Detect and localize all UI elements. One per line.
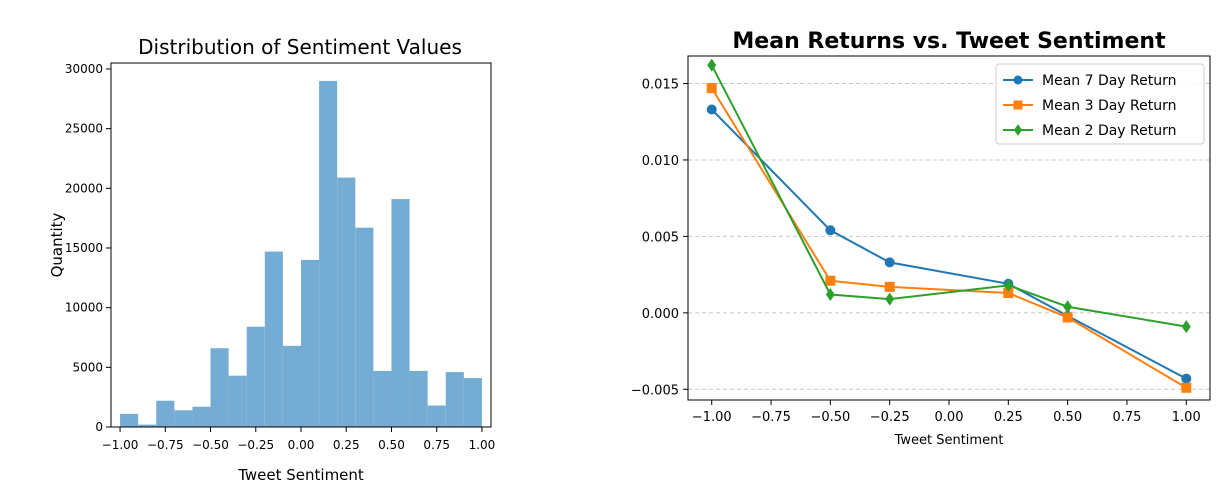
histogram-bar (319, 80, 338, 427)
x-tick-label: 0.00 (935, 410, 964, 425)
line-chart-title: Mean Returns vs. Tweet Sentiment (732, 29, 1166, 54)
data-point-diamond (1181, 320, 1191, 334)
x-tick-label: 0.75 (423, 438, 450, 452)
data-point-diamond (1013, 124, 1023, 136)
y-tick-label: 25000 (65, 122, 103, 136)
histogram-bar (445, 372, 464, 427)
histogram-y-ticks: 0 5000 10000 15000 20000 25000 30000 (65, 62, 111, 434)
data-point-square (884, 281, 895, 292)
x-tick-label: 0.00 (288, 438, 315, 452)
histogram-bar (355, 227, 374, 427)
histogram-bar (246, 326, 265, 427)
line-chart-x-axis-label: Tweet Sentiment (894, 433, 1004, 448)
x-tick-label: 0.75 (1112, 410, 1141, 425)
x-tick-label: −0.25 (237, 438, 274, 452)
y-tick-label: 20000 (65, 181, 103, 195)
legend-label: Mean 2 Day Return (1042, 123, 1177, 139)
data-point-square (825, 275, 836, 286)
histogram-bar (120, 413, 139, 427)
legend-box (995, 63, 1205, 145)
x-tick-label: −0.25 (870, 410, 910, 425)
legend-items: Mean 7 Day Return Mean 3 Day Return Mean 2… (1003, 73, 1177, 139)
line-chart-y-ticks: −0.005 0.000 0.005 0.010 0.015 (631, 78, 688, 398)
histogram-bar (192, 406, 211, 427)
data-point-diamond (1063, 300, 1073, 314)
x-tick-label: −0.75 (751, 410, 791, 425)
y-tick-label: 5000 (72, 360, 103, 374)
histogram-bar (210, 348, 229, 427)
x-tick-label: −1.00 (102, 438, 139, 452)
data-point-circle (1181, 373, 1192, 384)
series-3 (707, 58, 1191, 334)
data-point-square (1181, 382, 1192, 393)
histogram-bar (228, 375, 247, 427)
y-tick-label: 0.010 (642, 154, 679, 169)
x-tick-label: −0.50 (810, 410, 850, 425)
line-chart: Mean Returns vs. Tweet Sentiment −1.00 −0… (631, 29, 1211, 448)
series-2 (706, 83, 1192, 393)
histogram-bar (301, 259, 320, 427)
x-tick-label: −1.00 (692, 410, 732, 425)
legend-item: Mean 2 Day Return (1003, 123, 1177, 139)
data-point-diamond (885, 292, 895, 306)
histogram-bar (282, 345, 301, 427)
y-tick-label: 0.005 (642, 230, 679, 245)
histogram-bars (120, 80, 482, 427)
x-tick-label: 1.00 (1172, 410, 1201, 425)
histogram-bar (373, 370, 392, 427)
y-tick-label: −0.005 (631, 383, 679, 398)
histogram-bar (156, 400, 175, 427)
histogram-x-ticks: −1.00 −0.75 −0.50 −0.25 0.00 0.25 0.50 0.75 1.00 (102, 427, 496, 452)
histogram-x-axis-label: Tweet Sentiment (237, 466, 364, 484)
series-line (711, 108, 1187, 380)
x-tick-label: 0.25 (994, 410, 1023, 425)
series-line (710, 87, 1187, 389)
histogram-bar (409, 370, 428, 427)
x-tick-label: −0.50 (192, 438, 229, 452)
histogram-bar (138, 424, 157, 427)
legend-item: Mean 3 Day Return (1003, 98, 1177, 114)
legend-label: Mean 3 Day Return (1042, 98, 1177, 114)
line-chart-x-ticks: −1.00 −0.75 −0.50 −0.25 0.00 0.25 0.50 0.75 1.00 (692, 400, 1201, 425)
histogram-bar (174, 410, 193, 427)
series-line (710, 64, 1187, 328)
y-tick-label: 0.015 (642, 78, 679, 93)
y-tick-label: 30000 (65, 62, 103, 76)
data-point-diamond (825, 288, 835, 302)
x-tick-label: 0.50 (378, 438, 405, 452)
line-chart-series (706, 58, 1192, 393)
legend-label: Mean 7 Day Return (1042, 73, 1177, 89)
x-tick-label: −0.75 (147, 438, 184, 452)
histogram-y-axis-label: Quantity (48, 212, 66, 277)
data-point-circle (706, 104, 717, 115)
histogram-bar (427, 405, 446, 427)
data-point-circle (825, 225, 836, 236)
histogram-bar (264, 251, 283, 427)
y-tick-label: 15000 (65, 241, 103, 255)
x-tick-label: 0.25 (333, 438, 360, 452)
x-tick-label: 1.00 (469, 438, 496, 452)
histogram-bar (337, 177, 356, 427)
histogram-chart: Distribution of Sentiment Values −1.00 −0… (48, 35, 495, 484)
y-tick-label: 0.000 (642, 307, 679, 322)
data-point-square (1062, 312, 1073, 323)
histogram-bar (463, 378, 482, 427)
x-tick-label: 0.50 (1053, 410, 1082, 425)
data-point-diamond (1003, 278, 1013, 292)
data-point-diamond (707, 58, 717, 72)
data-point-square (1013, 100, 1023, 110)
histogram-title: Distribution of Sentiment Values (138, 35, 462, 59)
y-tick-label: 10000 (65, 301, 103, 315)
series-1 (706, 104, 1192, 384)
data-point-circle (1013, 75, 1023, 85)
data-point-square (1003, 287, 1014, 298)
data-point-circle (884, 257, 895, 268)
y-tick-label: 0 (95, 420, 103, 434)
legend-item: Mean 7 Day Return (1003, 73, 1177, 89)
line-chart-legend: Mean 7 Day Return Mean 3 Day Return Mean 2… (995, 63, 1205, 145)
histogram-bar (391, 199, 410, 427)
line-chart-grid (688, 83, 1210, 390)
data-point-square (706, 83, 717, 94)
